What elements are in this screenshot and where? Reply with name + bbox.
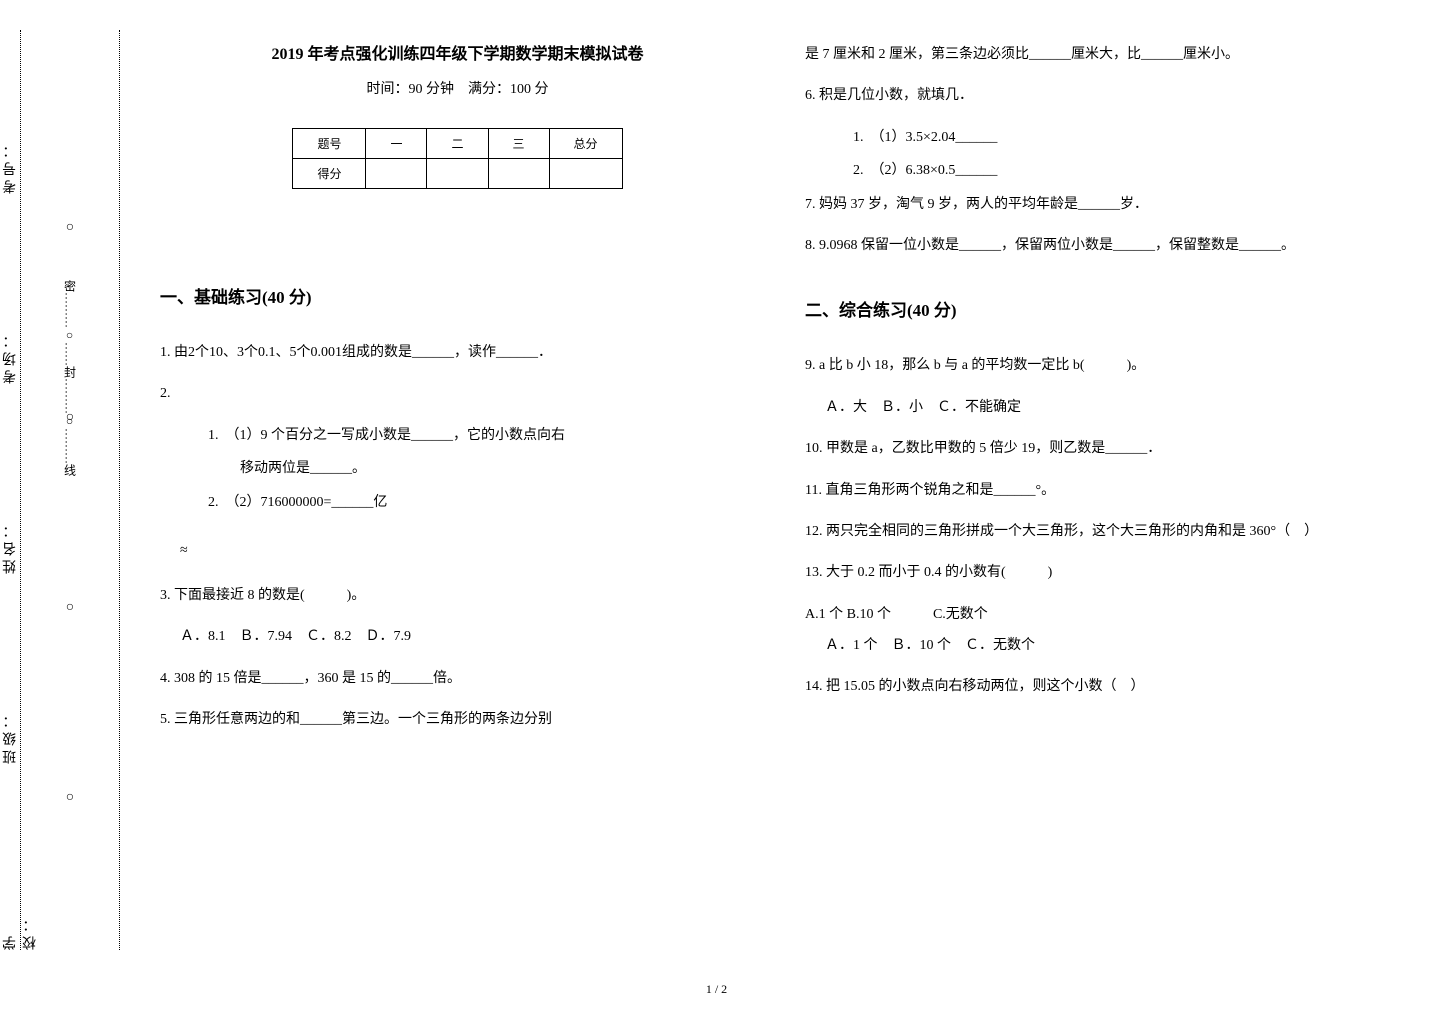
score-header-cell: 二 (427, 129, 488, 159)
score-header-cell: 三 (488, 129, 549, 159)
approx-symbol: ≈ (160, 543, 755, 559)
table-row: 得分 (293, 159, 622, 189)
score-header-cell: 一 (366, 129, 427, 159)
question-5: 5. 三角形任意两边的和______第三边。一个三角形的两条边分别 (160, 705, 755, 734)
question-12: 12. 两只完全相同的三角形拼成一个大三角形，这个大三角形的内角和是 360°（… (805, 517, 1400, 546)
question-9: 9. a 比 b 小 18，那么 b 与 a 的平均数一定比 b( )。 (805, 351, 1400, 380)
binding-strip: 学校： ○ 班级： ○ 姓名： ○ 考场： ○ 考号： 密………○……封………○… (20, 30, 120, 950)
question-6-sub2: 2. （2）6.38×0.5______ (805, 156, 1400, 185)
field-number: 考号： (1, 140, 21, 194)
score-label-cell: 得分 (293, 159, 366, 189)
score-header-cell: 题号 (293, 129, 366, 159)
question-7: 7. 妈妈 37 岁，淘气 9 岁，两人的平均年龄是______岁． (805, 190, 1400, 219)
seal-line-text: 密………○……封………○………线 (62, 280, 79, 476)
field-class: 班级： (1, 710, 21, 764)
question-3-options: Ａ．8.1 Ｂ．7.94 Ｃ．8.2 Ｄ．7.9 (160, 622, 755, 651)
question-4: 4. 308 的 15 倍是______，360 是 15 的______倍。 (160, 664, 755, 693)
question-11: 11. 直角三角形两个锐角之和是______°。 (805, 476, 1400, 505)
main-content: 2019 年考点强化训练四年级下学期数学期末模拟试卷 时间：90 分钟 满分：1… (160, 40, 1400, 970)
score-empty-cell (427, 159, 488, 189)
field-school: 学校： (1, 900, 41, 950)
question-2: 2. (160, 379, 755, 408)
column-right: 是 7 厘米和 2 厘米，第三条边必须比______厘米大，比______厘米小… (805, 40, 1400, 970)
table-row: 题号 一 二 三 总分 (293, 129, 622, 159)
question-6: 6. 积是几位小数，就填几． (805, 81, 1400, 110)
question-10: 10. 甲数是 a，乙数比甲数的 5 倍少 19，则乙数是______． (805, 434, 1400, 463)
score-empty-cell (366, 159, 427, 189)
score-empty-cell (488, 159, 549, 189)
question-5-cont: 是 7 厘米和 2 厘米，第三条边必须比______厘米大，比______厘米小… (805, 40, 1400, 69)
column-left: 2019 年考点强化训练四年级下学期数学期末模拟试卷 时间：90 分钟 满分：1… (160, 40, 755, 970)
score-header-cell: 总分 (549, 129, 622, 159)
question-13-line: A.1 个 B.10 个 C.无数个 (805, 600, 1400, 629)
section-2-heading: 二、综合练习(40 分) (805, 296, 1400, 321)
question-6-sub1: 1. （1）3.5×2.04______ (805, 123, 1400, 152)
question-13-options: Ａ．1 个 Ｂ．10 个 Ｃ．无数个 (805, 631, 1400, 660)
question-14: 14. 把 15.05 的小数点向右移动两位，则这个小数（ ） (805, 672, 1400, 701)
binding-circle-1: ○ (66, 790, 74, 806)
field-room: 考场： (1, 330, 21, 384)
question-2-sub1b: 移动两位是______。 (160, 454, 755, 483)
question-9-options: Ａ．大 Ｂ．小 Ｃ．不能确定 (805, 393, 1400, 422)
question-1: 1. 由2个10、3个0.1、5个0.001组成的数是______，读作____… (160, 338, 755, 367)
question-2-sub1: 1. （1）9 个百分之一写成小数是______，它的小数点向右 (160, 421, 755, 450)
score-table: 题号 一 二 三 总分 得分 (292, 128, 622, 189)
score-empty-cell (549, 159, 622, 189)
exam-subtitle: 时间：90 分钟 满分：100 分 (160, 78, 755, 98)
binding-circle-2: ○ (66, 600, 74, 616)
section-1-heading: 一、基础练习(40 分) (160, 283, 755, 308)
exam-title: 2019 年考点强化训练四年级下学期数学期末模拟试卷 (160, 40, 755, 64)
question-3: 3. 下面最接近 8 的数是( )。 (160, 581, 755, 610)
field-name: 姓名： (1, 520, 21, 574)
binding-circle-4: ○ (66, 220, 74, 236)
page-number: 1 / 2 (706, 982, 727, 997)
question-8: 8. 9.0968 保留一位小数是______，保留两位小数是______，保留… (805, 231, 1400, 260)
question-2-sub2: 2. （2）716000000=______亿 (160, 488, 755, 517)
question-13: 13. 大于 0.2 而小于 0.4 的小数有( ) (805, 558, 1400, 587)
